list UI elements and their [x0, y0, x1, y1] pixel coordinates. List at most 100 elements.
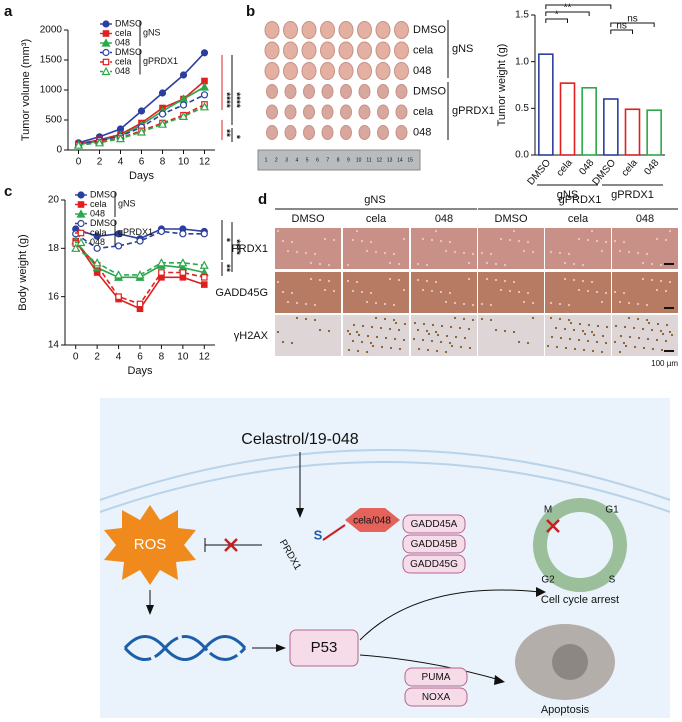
texture: [642, 346, 646, 350]
texture: [604, 341, 608, 345]
texture: [613, 239, 617, 243]
texture: [568, 337, 572, 341]
texture: [430, 238, 434, 242]
texture: [512, 330, 516, 334]
texture: [412, 337, 416, 341]
texture: [434, 229, 438, 233]
texture: [563, 327, 567, 331]
texture: [665, 323, 669, 327]
texture: [388, 277, 392, 281]
gene-box: [404, 687, 468, 707]
bond: [322, 524, 346, 541]
texture: [581, 329, 585, 333]
texture: [563, 277, 567, 281]
marker: [137, 107, 146, 115]
texture: [398, 347, 402, 351]
column-label: 048: [435, 213, 453, 225]
texture: [480, 302, 484, 306]
texture: [309, 277, 313, 281]
x-tick-label: 2: [94, 352, 100, 363]
bar: [603, 98, 619, 156]
texture: [531, 301, 535, 305]
panel-label: c: [4, 183, 12, 200]
tumor: [394, 62, 409, 80]
texture: [332, 238, 336, 242]
texture: [361, 324, 365, 328]
texture: [655, 288, 659, 292]
texture: [332, 289, 336, 293]
x-tick-label: 4: [118, 157, 124, 168]
texture: [489, 318, 493, 322]
texture: [586, 238, 590, 242]
texture: [605, 325, 609, 329]
texture: [397, 328, 401, 332]
x-axis-label: Days: [129, 170, 155, 182]
texture: [637, 336, 641, 340]
column-label: DMSO: [495, 213, 528, 225]
texture: [641, 277, 645, 281]
tumor: [264, 62, 280, 80]
texture: [463, 336, 467, 340]
marker: [102, 30, 110, 37]
marker: [77, 219, 85, 228]
texture: [383, 251, 387, 255]
texture: [489, 303, 493, 307]
texture: [627, 316, 631, 320]
texture: [392, 318, 396, 322]
marker: [101, 66, 111, 76]
y-tick-label: 18: [48, 243, 60, 254]
texture: [383, 302, 387, 306]
dna: [123, 635, 247, 661]
tumor: [320, 62, 335, 80]
texture: [389, 346, 393, 350]
x-tick-label: 2: [97, 157, 103, 168]
legend-label: 048: [115, 37, 130, 47]
texture: [573, 347, 577, 351]
texture: [365, 350, 369, 354]
texture: [668, 330, 672, 334]
significance: ns: [616, 21, 627, 32]
texture: [624, 344, 628, 348]
texture: [402, 237, 406, 241]
gadd-boxes: GADD45A GADD45B GADD45G: [402, 514, 466, 574]
texture: [512, 280, 516, 284]
ihc-tile: [411, 315, 477, 356]
texture: [591, 349, 595, 353]
texture: [371, 344, 375, 348]
texture: [489, 252, 493, 256]
marker: [179, 101, 188, 109]
column-label: 048: [636, 213, 654, 225]
texture: [304, 251, 308, 255]
ruler-number: 5: [306, 157, 309, 163]
texture: [564, 346, 568, 350]
texture: [413, 321, 417, 325]
significance: **: [564, 3, 572, 14]
marker: [76, 237, 86, 247]
texture: [374, 301, 378, 305]
texture: [572, 328, 576, 332]
texture: [295, 316, 299, 320]
tumor: [375, 21, 391, 39]
texture: [348, 332, 352, 336]
membrane: [99, 461, 671, 513]
texture: [503, 279, 507, 283]
texture: [416, 328, 420, 332]
ihc-tile: [612, 315, 678, 356]
column-label: cela: [366, 213, 387, 225]
significance: ****: [230, 239, 241, 255]
row-label: GADD45G: [215, 287, 268, 299]
significance: *: [555, 10, 559, 21]
y-tick-label: 14: [48, 340, 60, 351]
texture: [462, 251, 466, 255]
texture: [416, 278, 420, 282]
significance: ***: [572, 0, 584, 7]
texture: [286, 300, 290, 304]
nucleus: [552, 644, 588, 680]
marker: [158, 269, 165, 276]
texture: [462, 302, 466, 306]
marker: [199, 82, 210, 91]
texture: [656, 322, 660, 326]
gene-label: GADD45G: [410, 559, 458, 570]
marker: [136, 127, 147, 136]
tumor: [394, 21, 409, 39]
